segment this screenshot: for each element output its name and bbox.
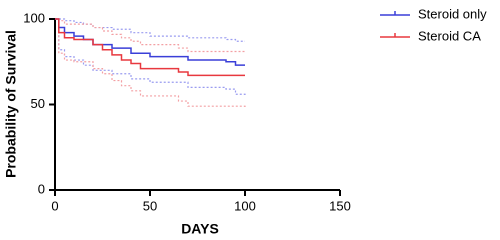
x-axis-title: DAYS [181, 221, 219, 237]
confidence-band [55, 18, 245, 42]
legend-label: Steroid only [418, 6, 487, 21]
y-axis-title: Probability of Survival [3, 30, 19, 178]
y-tick-label: 100 [23, 10, 45, 25]
confidence-band [55, 18, 246, 108]
x-tick-label: 150 [329, 198, 351, 213]
x-tick-label: 50 [143, 198, 157, 213]
y-tick-label: 0 [38, 181, 45, 196]
legend-label: Steroid CA [418, 28, 481, 43]
confidence-band [55, 18, 245, 53]
survival-curve [55, 18, 245, 66]
y-tick-label: 50 [31, 96, 45, 111]
confidence-band [55, 18, 246, 96]
x-tick-label: 100 [234, 198, 256, 213]
x-tick-label: 0 [51, 198, 58, 213]
survival-curve [55, 18, 245, 77]
